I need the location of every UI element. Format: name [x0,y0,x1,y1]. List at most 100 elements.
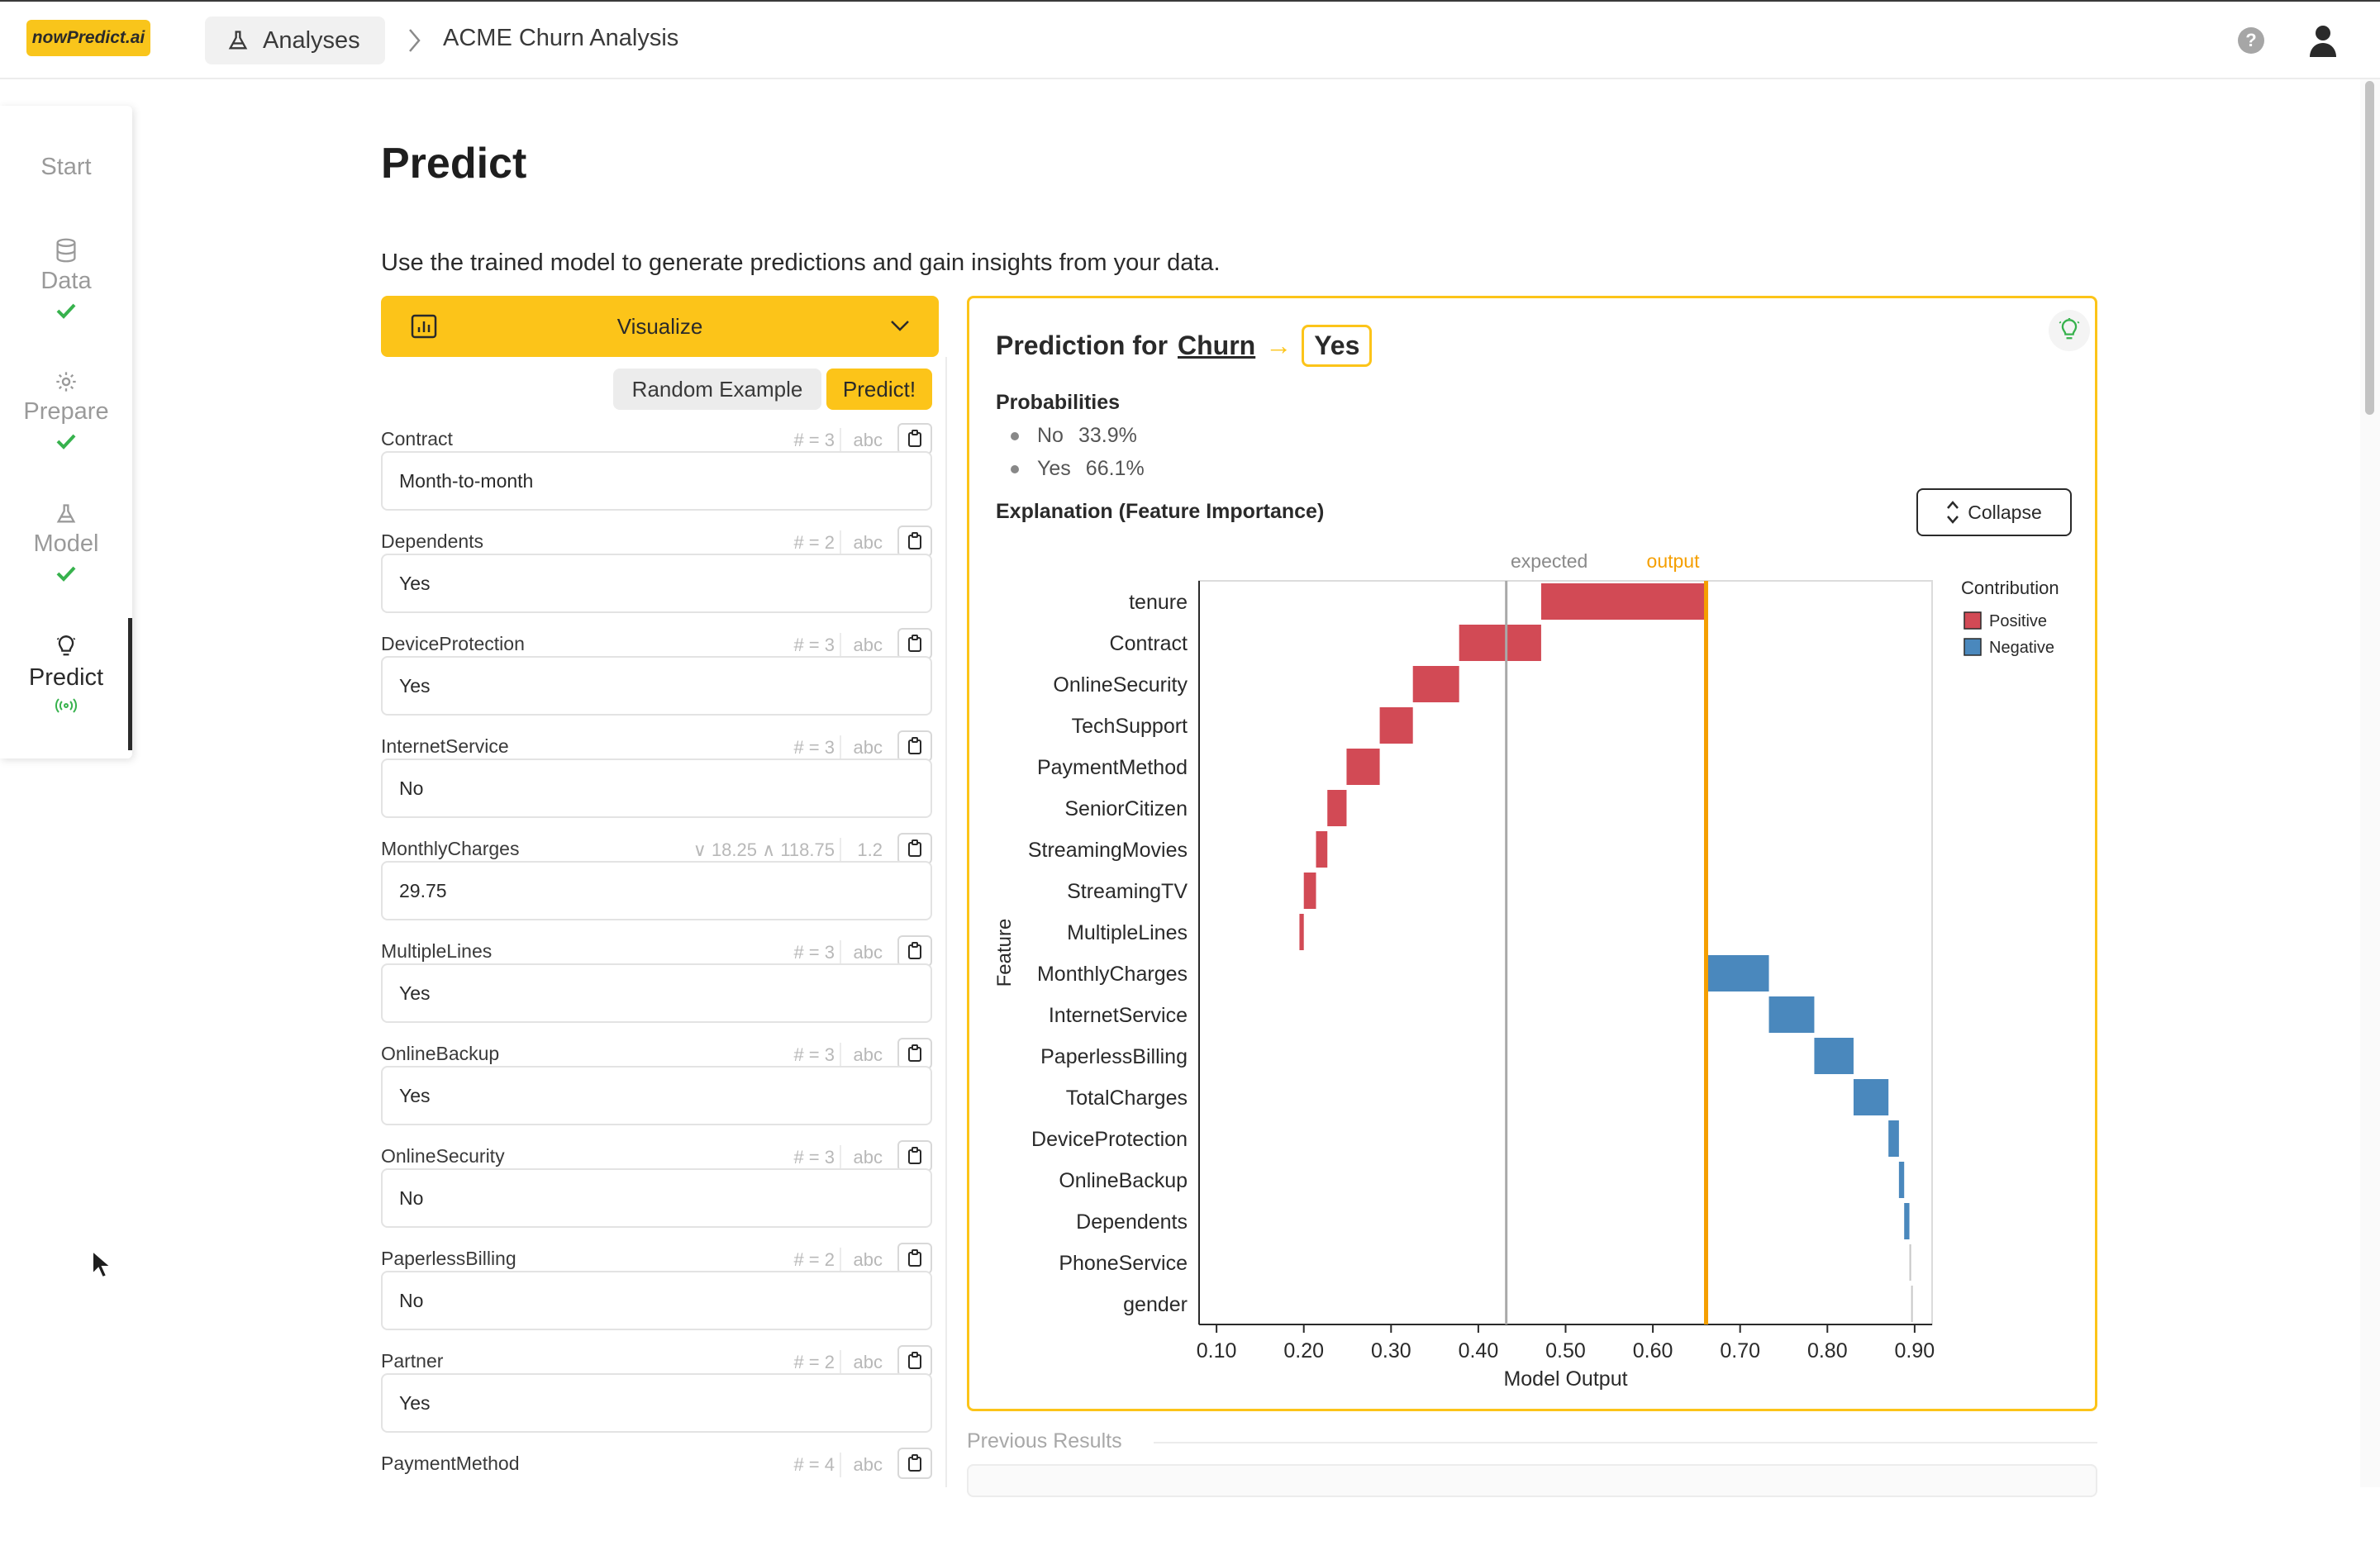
clipboard-icon[interactable] [897,935,932,967]
check-icon [56,566,76,582]
deviceprotection-input[interactable]: Yes [381,656,932,716]
explanation-title: Explanation (Feature Importance) [996,500,1325,523]
random-example-button[interactable]: Random Example [613,369,821,410]
bar-chart-icon [411,314,437,339]
field-label: Contract [381,428,453,449]
clipboard-icon[interactable] [897,1038,932,1069]
x-tick-label: 0.50 [1545,1339,1586,1362]
clipboard-icon[interactable] [897,1448,932,1479]
internetservice-input[interactable]: No [381,758,932,818]
flask-icon [228,31,248,50]
previous-result-card[interactable] [967,1464,2097,1497]
expand-collapse-icon [1947,501,1959,524]
clipboard-icon[interactable] [897,1243,932,1274]
field-label: DeviceProtection [381,633,525,654]
x-tick-label: 0.20 [1283,1339,1324,1362]
clipboard-icon[interactable] [897,628,932,659]
dependents-input[interactable]: Yes [381,554,932,613]
collapse-button[interactable]: Collapse [1916,488,2072,536]
mouse-cursor-icon [92,1249,112,1279]
feature-label: OnlineSecurity [1053,673,1188,697]
chevron-down-icon [891,321,909,331]
breadcrumb-analyses[interactable]: Analyses [205,17,385,64]
feature-label: SeniorCitizen [1064,797,1188,820]
sidebar-item-data[interactable]: Data [0,238,132,320]
onlinebackup-input[interactable]: Yes [381,1066,932,1125]
bar-Contract [1459,625,1541,661]
field-type: abc [853,1044,883,1065]
field-label: OnlineSecurity [381,1145,505,1167]
field-type: 1.2 [857,839,883,860]
app-logo[interactable]: nowPredict.ai [26,20,150,56]
field-type: abc [853,1352,883,1372]
field-label: PaperlessBilling [381,1248,516,1269]
clipboard-icon[interactable] [897,1345,932,1377]
field-meta: # = 2 [793,1249,835,1270]
breadcrumb-current: ACME Churn Analysis [443,25,679,51]
onlinesecurity-input[interactable]: No [381,1168,932,1228]
partner-input[interactable]: Yes [381,1373,932,1433]
sidebar-item-start[interactable]: Start [0,154,132,181]
field-internetservice: InternetService # = 3 abc No [381,730,932,838]
x-tick-label: 0.60 [1633,1339,1673,1362]
feature-label: Dependents [1076,1210,1188,1234]
sidebar-item-label: Model [33,530,99,557]
probabilities-title: Probabilities [996,391,1121,414]
multiplelines-input[interactable]: Yes [381,963,932,1023]
bar-MonthlyCharges [1706,955,1769,991]
x-tick-label: 0.10 [1197,1339,1237,1362]
field-label: Partner [381,1350,444,1372]
field-divider [840,633,841,658]
field-divider [840,428,841,453]
prediction-target-link[interactable]: Churn [1178,330,1256,360]
feature-label: StreamingMovies [1028,839,1188,862]
field-meta: # = 4 [793,1454,835,1475]
paperlessbilling-input[interactable]: No [381,1271,932,1330]
probability-label: No [1037,424,1064,447]
prediction-title: Prediction for Churn → Yes [996,325,1373,367]
workflow-sidebar: Start Data Prepare Model Predict [0,106,132,758]
prediction-prefix: Prediction for [996,330,1169,360]
previous-results-divider [1154,1442,2097,1443]
field-type: abc [853,532,883,553]
probability-value: 33.9% [1078,424,1137,447]
check-icon [56,434,76,449]
bar-tenure [1540,583,1706,620]
monthlycharges-input[interactable]: 29.75 [381,861,932,920]
field-meta: # = 3 [793,942,835,963]
x-tick-label: 0.40 [1459,1339,1499,1362]
user-icon[interactable] [2309,24,2337,57]
field-contract: Contract # = 3 abc Month-to-month [381,423,932,530]
field-multiplelines: MultipleLines # = 3 abc Yes [381,935,932,1043]
scrollbar-thumb[interactable] [2365,81,2374,415]
help-icon[interactable]: ? [2238,27,2264,54]
field-type: abc [853,430,883,450]
bar-StreamingMovies [1316,831,1328,868]
field-type: abc [853,1147,883,1167]
bullet [1011,465,1019,474]
feature-importance-chart: 0.10 0.20 0.30 0.40 0.50 0.60 0.70 0.80 0.90 Mode… [993,550,2059,1391]
collapse-label: Collapse [1968,501,2042,523]
contract-input[interactable]: Month-to-month [381,451,932,511]
clipboard-icon[interactable] [897,730,932,762]
insight-lightbulb-icon[interactable] [2049,310,2090,351]
visualize-dropdown[interactable]: Visualize [381,296,939,357]
clipboard-icon[interactable] [897,1140,932,1172]
field-divider [840,1248,841,1272]
clipboard-icon[interactable] [897,423,932,454]
flask-icon [56,504,76,523]
sidebar-item-prepare[interactable]: Prepare [0,370,132,450]
legend-swatch-negative [1963,638,1982,656]
clipboard-icon[interactable] [897,525,932,557]
field-meta: # = 3 [793,737,835,758]
field-deviceprotection: DeviceProtection # = 3 abc Yes [381,628,932,735]
sidebar-item-model[interactable]: Model [0,502,132,583]
probability-value: 66.1% [1085,457,1145,480]
field-divider [840,1453,841,1477]
feature-label: MonthlyCharges [1037,963,1188,986]
predict-button[interactable]: Predict! [826,369,932,410]
sidebar-item-predict[interactable]: Predict [0,635,132,713]
feature-label: TotalCharges [1066,1087,1188,1110]
field-monthlycharges: MonthlyCharges ∨ 18.25 ∧ 118.75 1.2 29.7… [381,833,932,940]
clipboard-icon[interactable] [897,833,932,864]
